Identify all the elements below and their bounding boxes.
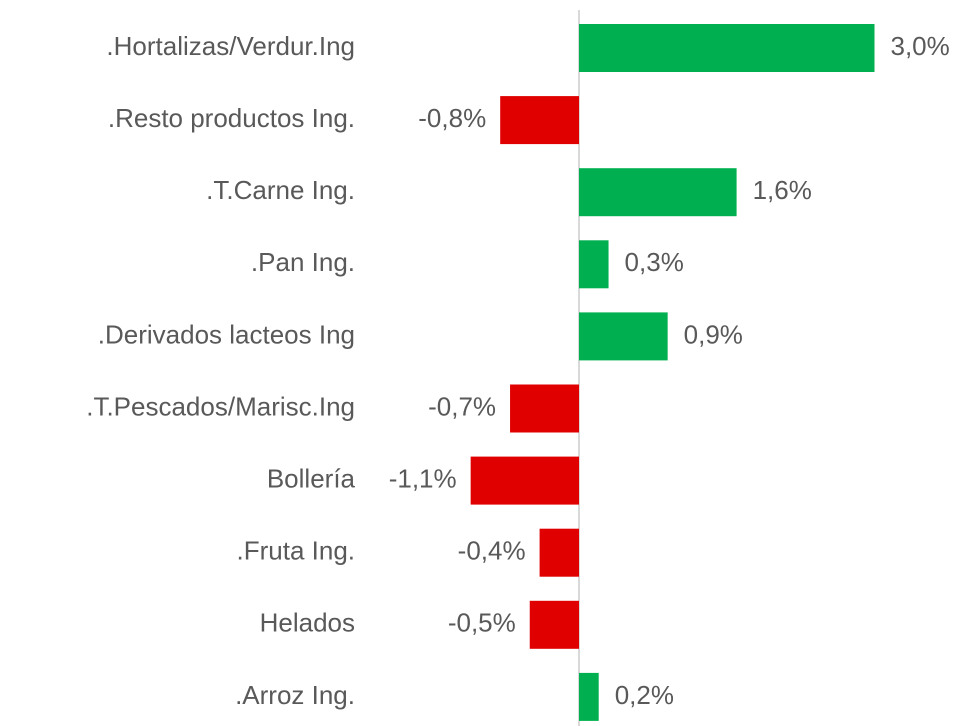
category-label: .T.Pescados/Marisc.Ing: [86, 391, 355, 421]
value-label: 3,0%: [891, 31, 950, 61]
category-label: .Fruta Ing.: [237, 536, 356, 566]
bar: [579, 672, 599, 721]
bar: [579, 240, 609, 289]
bar: [470, 456, 579, 505]
category-label: .Pan Ing.: [251, 247, 355, 277]
category-label: .Hortalizas/Verdur.Ing: [106, 31, 355, 61]
bar: [529, 600, 579, 649]
bar: [579, 168, 737, 217]
bar: [500, 96, 579, 145]
bar: [579, 24, 875, 72]
bar: [539, 528, 579, 577]
value-label: 0,3%: [625, 247, 684, 277]
category-label: Helados: [260, 608, 355, 638]
bar: [510, 384, 579, 433]
category-label: .Derivados lacteos Ing: [98, 319, 355, 349]
value-label: 0,9%: [684, 319, 743, 349]
value-label: 1,6%: [753, 175, 812, 205]
value-label: -0,8%: [418, 103, 486, 133]
category-label: .Resto productos Ing.: [108, 103, 355, 133]
value-label: 0,2%: [615, 680, 674, 710]
category-label: .T.Carne Ing.: [206, 175, 355, 205]
value-label: -0,7%: [428, 391, 496, 421]
bar: [579, 312, 668, 361]
value-label: -1,1%: [389, 463, 457, 493]
value-label: -0,4%: [458, 536, 526, 566]
value-label: -0,5%: [448, 608, 516, 638]
category-label: .Arroz Ing.: [235, 680, 355, 710]
category-label: Bollería: [267, 463, 356, 493]
